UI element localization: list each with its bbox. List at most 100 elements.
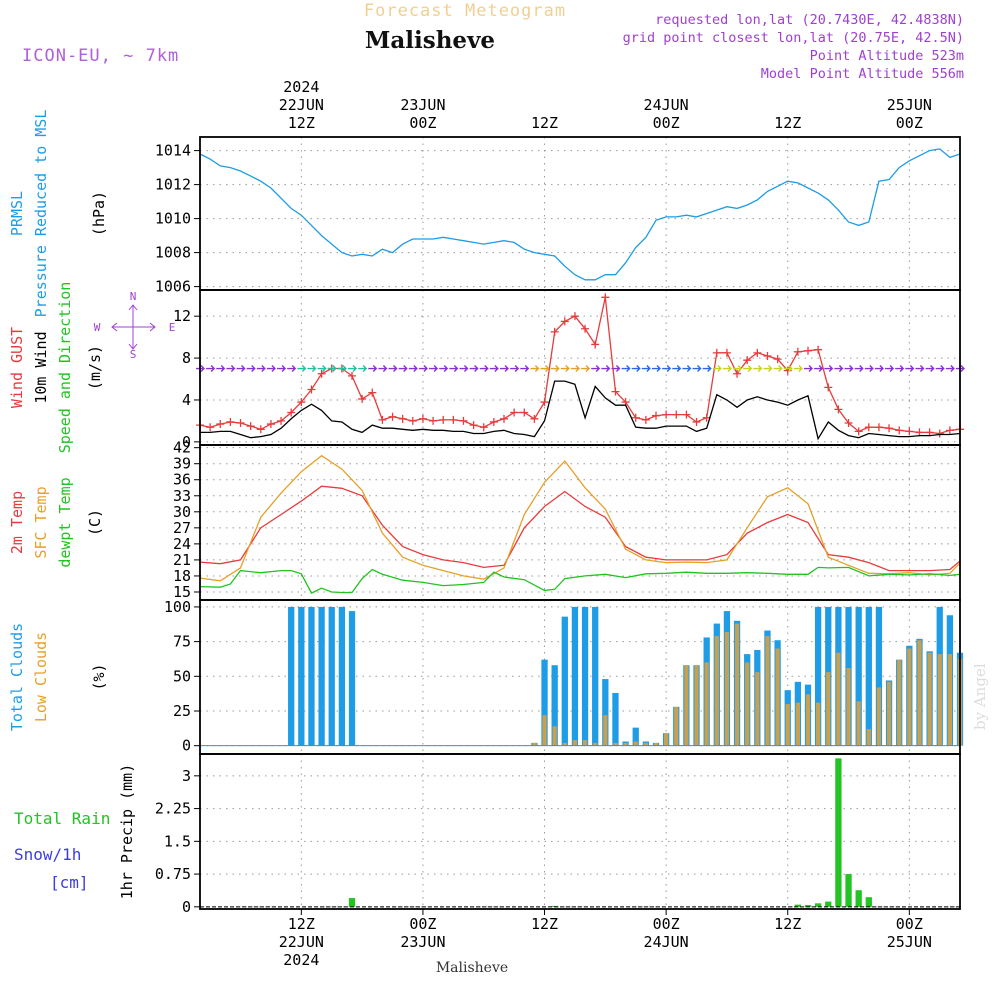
- bar-clouds: [572, 740, 578, 746]
- panel-frame: [199, 136, 961, 291]
- bottom-time-label: 22JUN: [279, 933, 324, 951]
- bar-clouds: [308, 606, 315, 746]
- top-time-label: 12Z: [288, 114, 315, 132]
- y-axis-label: (m/s): [86, 345, 104, 390]
- bar-clouds: [917, 640, 922, 746]
- gust-marker: [743, 356, 752, 365]
- gust-marker: [226, 417, 235, 426]
- model-altitude: Model Point Altitude 556m: [761, 66, 964, 82]
- bar-clouds: [552, 726, 557, 746]
- panel-frame: [199, 753, 961, 910]
- y-tick-label: 0: [182, 737, 191, 755]
- gust-marker: [763, 351, 772, 360]
- wind-direction-arrow: [368, 365, 378, 373]
- y-axis-label: Total Clouds: [8, 623, 26, 731]
- bar-clouds: [865, 606, 872, 746]
- bar-clouds: [694, 665, 699, 746]
- bar-clouds: [814, 606, 822, 746]
- bar-clouds: [897, 659, 902, 746]
- gust-marker: [368, 388, 377, 397]
- bottom-time-label: 12Z: [531, 915, 558, 933]
- wind-direction-arrow: [439, 365, 449, 373]
- top-time-label: 12Z: [531, 114, 558, 132]
- bar-clouds: [765, 636, 770, 746]
- gust-marker: [631, 413, 640, 422]
- bottom-time-label: 23JUN: [400, 933, 445, 951]
- bar-clouds: [581, 606, 589, 746]
- y-tick-label: 1010: [155, 210, 191, 228]
- y-axis-label: Low Clouds: [32, 632, 50, 722]
- panel-pressure: 1006 1008 1010 1012 1014 PRMSL Pressure Reduce…: [8, 110, 961, 318]
- y-axis-label: Pressure Reduced to MSL: [32, 110, 50, 318]
- wind-direction-arrow: [804, 365, 813, 373]
- y-tick-label: 39: [173, 455, 191, 473]
- y-tick-label: 18: [173, 567, 191, 585]
- bar-clouds: [532, 742, 537, 746]
- gust-marker: [814, 345, 823, 354]
- grid-point-coords: grid point closest lon,lat (20.75E, 42.5…: [623, 30, 964, 46]
- y-tick-label: 0.75: [155, 865, 191, 883]
- series-line: [199, 297, 961, 435]
- wind-direction-arrow: [712, 365, 722, 373]
- top-time-label: 25JUN: [887, 96, 932, 114]
- bar-clouds: [602, 679, 609, 746]
- wind-direction-arrow: [287, 365, 297, 373]
- y-tick-label: 2.25: [155, 800, 191, 818]
- bar-clouds: [562, 742, 567, 746]
- y-tick-label: 3: [182, 767, 191, 785]
- gust-marker: [489, 417, 498, 426]
- wind-direction-arrow: [459, 365, 469, 373]
- gust-marker: [641, 415, 650, 424]
- gust-marker: [854, 427, 863, 436]
- bottom-time-label: 24JUN: [644, 933, 689, 951]
- bar-clouds: [927, 652, 932, 746]
- bar-clouds: [623, 742, 628, 746]
- top-time-label: 22JUN: [279, 96, 324, 114]
- wind-direction-arrow: [540, 365, 550, 373]
- gust-marker: [479, 423, 488, 432]
- wind-direction-arrow: [520, 365, 530, 373]
- gust-marker: [459, 416, 468, 425]
- wind-direction-arrow: [550, 365, 560, 373]
- y-tick-label: 0: [182, 433, 191, 451]
- wind-direction-arrow: [378, 365, 388, 373]
- wind-direction-arrow: [307, 365, 317, 373]
- top-time-label: 00Z: [409, 114, 436, 132]
- wind-direction-arrow: [763, 365, 773, 373]
- wind-direction-arrow: [408, 365, 418, 373]
- series-line: [200, 380, 961, 441]
- bar-precip: [845, 874, 852, 907]
- y-tick-label: 30: [173, 503, 191, 521]
- gust-marker: [418, 414, 427, 423]
- gust-marker: [510, 408, 519, 417]
- y-tick-label: 1014: [155, 142, 191, 160]
- panel-wind: 0 4 8 12 N S W E Wind GUST 10m Wind Speed and Dire…: [8, 282, 965, 453]
- bottom-time-label: 12Z: [288, 915, 315, 933]
- y-axis-label: SFC Temp: [32, 486, 50, 558]
- wind-direction-arrow: [469, 365, 479, 373]
- bar-clouds: [714, 636, 719, 746]
- model-label: ICON-EU, ~ 7km: [22, 46, 179, 66]
- gust-marker: [722, 348, 731, 357]
- panel-clouds: 0 25 50 75 100 Total Clouds Low Clouds (%): [8, 598, 964, 755]
- gust-marker: [266, 420, 275, 429]
- top-time-label: 23JUN: [400, 96, 445, 114]
- y-tick-label: 24: [173, 535, 191, 553]
- wind-direction-arrow: [226, 365, 236, 373]
- wind-direction-arrow: [945, 365, 955, 373]
- gust-marker: [804, 346, 812, 355]
- bar-clouds: [805, 694, 811, 746]
- bar-precip: [804, 905, 812, 907]
- bottom-time-label: 00Z: [653, 915, 680, 933]
- wind-direction-arrow: [753, 365, 763, 373]
- bar-clouds: [856, 701, 861, 746]
- gust-marker: [216, 420, 225, 429]
- wind-direction-arrow: [489, 365, 499, 373]
- wind-direction-arrow: [692, 365, 702, 373]
- gust-marker: [358, 394, 367, 403]
- gust-marker: [317, 369, 326, 378]
- y-tick-label: 50: [173, 667, 191, 685]
- bar-precip: [835, 758, 842, 907]
- series-line: [199, 454, 961, 582]
